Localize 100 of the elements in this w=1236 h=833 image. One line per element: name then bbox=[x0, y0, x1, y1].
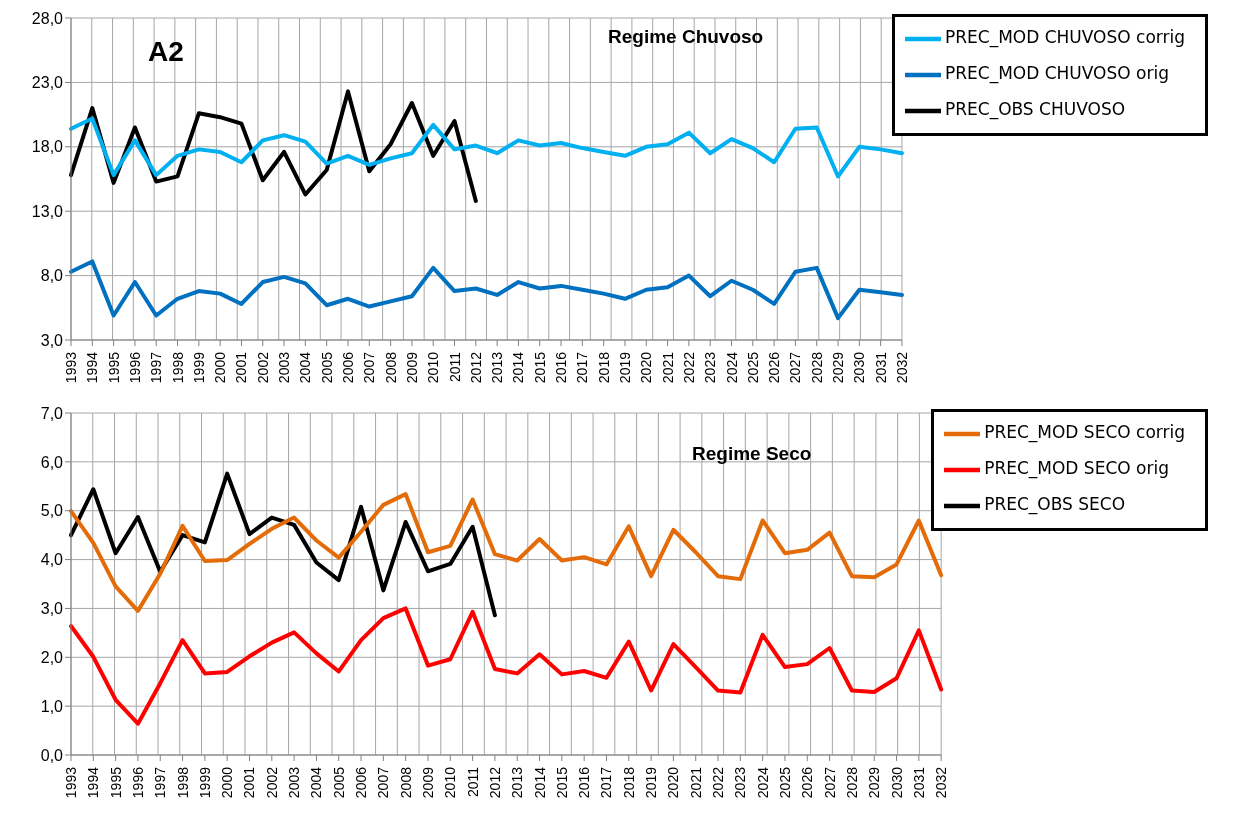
x-tick-label: 2002 bbox=[254, 351, 271, 384]
y-tick-label: 18,0 bbox=[31, 138, 64, 156]
line-series bbox=[69, 471, 497, 618]
x-tick-label: 1993 bbox=[63, 766, 79, 799]
x-tick-label: 2001 bbox=[233, 351, 250, 384]
x-tick-label: 2026 bbox=[799, 766, 816, 799]
x-tick-label: 2003 bbox=[276, 351, 293, 384]
x-tick-label: 2026 bbox=[766, 351, 783, 384]
x-tick-label: 1998 bbox=[169, 351, 186, 384]
x-tick-label: 2000 bbox=[219, 766, 236, 799]
line-series bbox=[69, 492, 944, 613]
x-tick-label: 1995 bbox=[107, 766, 124, 799]
x-tick-label: 2020 bbox=[665, 766, 682, 799]
x-tick-label: 2019 bbox=[616, 351, 633, 384]
x-tick-label: 2030 bbox=[888, 766, 905, 799]
x-tick-label: 2029 bbox=[830, 351, 847, 384]
y-tick-label: 5,0 bbox=[40, 502, 64, 520]
y-tick-label: 3,0 bbox=[40, 600, 64, 618]
x-tick-label: 2009 bbox=[403, 351, 420, 384]
x-tick-label: 2032 bbox=[893, 351, 910, 384]
x-tick-label: 2028 bbox=[843, 766, 860, 799]
x-tick-label: 2024 bbox=[754, 766, 771, 799]
x-tick-label: 2025 bbox=[744, 351, 761, 384]
x-tick-label: 2021 bbox=[659, 351, 676, 384]
x-tick-label: 2010 bbox=[425, 351, 442, 384]
x-tick-label: 2027 bbox=[821, 766, 838, 799]
x-tick-label: 2002 bbox=[263, 766, 280, 799]
x-tick-label: 2029 bbox=[866, 766, 883, 799]
x-tick-label: 2018 bbox=[595, 351, 612, 384]
x-tick-label: 2008 bbox=[397, 766, 414, 799]
x-tick-label: 2004 bbox=[297, 351, 314, 384]
x-tick-label: 1999 bbox=[190, 351, 207, 384]
line-series bbox=[69, 259, 904, 321]
legend-label: PREC_MOD CHUVOSO corrig bbox=[944, 26, 1185, 47]
line-series bbox=[69, 116, 904, 179]
x-tick-label: 2027 bbox=[787, 351, 804, 384]
legend-label: PREC_MOD CHUVOSO orig bbox=[944, 62, 1169, 83]
x-tick-label: 2015 bbox=[531, 351, 548, 384]
legend-label: PREC_OBS CHUVOSO bbox=[944, 98, 1126, 119]
y-tick-label: 8,0 bbox=[40, 267, 64, 285]
x-tick-label: 2000 bbox=[212, 351, 229, 384]
y-tick-label: 7,0 bbox=[40, 404, 64, 422]
x-tick-label: 2030 bbox=[851, 351, 868, 384]
legend-label: PREC_OBS SECO bbox=[984, 493, 1126, 514]
x-tick-label: 2006 bbox=[339, 351, 356, 384]
y-tick-label: 28,0 bbox=[31, 9, 64, 27]
x-tick-label: 2012 bbox=[467, 351, 484, 384]
x-tick-label: 2023 bbox=[732, 766, 749, 799]
x-tick-label: 2025 bbox=[776, 766, 793, 799]
x-tick-label: 1994 bbox=[85, 766, 102, 799]
x-tick-label: 2022 bbox=[710, 766, 727, 799]
x-tick-label: 1994 bbox=[84, 351, 101, 384]
x-tick-label: 2005 bbox=[330, 766, 347, 799]
x-tick-label: 2024 bbox=[723, 351, 740, 384]
x-tick-label: 2007 bbox=[361, 351, 378, 384]
y-tick-label: 1,0 bbox=[40, 697, 64, 715]
x-tick-label: 1997 bbox=[152, 766, 169, 799]
legend-label: PREC_MOD SECO corrig bbox=[984, 421, 1185, 442]
line-series bbox=[69, 606, 944, 726]
x-tick-label: 2019 bbox=[643, 766, 660, 799]
x-tick-label: 1993 bbox=[63, 351, 79, 384]
x-tick-label: 2006 bbox=[353, 766, 370, 799]
y-tick-label: 23,0 bbox=[31, 74, 64, 92]
y-tick-label: 4,0 bbox=[40, 551, 64, 569]
y-tick-label: 13,0 bbox=[31, 202, 64, 220]
x-tick-label: 2014 bbox=[531, 766, 548, 799]
x-tick-label: 2009 bbox=[419, 766, 436, 799]
x-tick-label: 1995 bbox=[105, 351, 122, 384]
x-tick-label: 2010 bbox=[442, 766, 459, 799]
chart-title: Regime Chuvoso bbox=[608, 26, 764, 48]
x-tick-label: 2015 bbox=[553, 766, 570, 799]
x-tick-label: 2016 bbox=[576, 766, 593, 799]
x-tick-label: 2005 bbox=[318, 351, 335, 384]
x-tick-label: 1998 bbox=[174, 766, 191, 799]
x-tick-label: 1999 bbox=[196, 766, 213, 799]
y-tick-label: 3,0 bbox=[40, 331, 64, 349]
x-tick-label: 2008 bbox=[382, 351, 399, 384]
x-tick-label: 2017 bbox=[598, 766, 615, 799]
x-tick-label: 2028 bbox=[808, 351, 825, 384]
x-tick-label: 2016 bbox=[553, 351, 570, 384]
x-tick-label: 2001 bbox=[241, 766, 258, 799]
x-tick-label: 2032 bbox=[933, 766, 950, 799]
x-tick-label: 2022 bbox=[680, 351, 697, 384]
x-tick-label: 2012 bbox=[486, 766, 503, 799]
x-tick-label: 1996 bbox=[126, 351, 143, 384]
text: Regime Seco bbox=[692, 443, 812, 465]
x-tick-label: 2031 bbox=[872, 351, 889, 384]
legend-label: PREC_MOD SECO orig bbox=[984, 457, 1169, 478]
y-tick-label: 0,0 bbox=[40, 746, 64, 764]
x-tick-label: 2011 bbox=[464, 766, 481, 798]
x-tick-label: 2011 bbox=[446, 351, 463, 383]
annotation: A2 bbox=[148, 36, 184, 68]
x-tick-label: 2020 bbox=[638, 351, 655, 384]
x-tick-label: 2013 bbox=[509, 766, 526, 799]
x-tick-label: 2014 bbox=[510, 351, 527, 384]
x-tick-label: 2004 bbox=[308, 766, 325, 799]
x-tick-label: 2017 bbox=[574, 351, 591, 384]
x-tick-label: 2007 bbox=[375, 766, 392, 799]
y-tick-label: 2,0 bbox=[40, 648, 64, 666]
y-tick-label: 6,0 bbox=[40, 453, 64, 471]
